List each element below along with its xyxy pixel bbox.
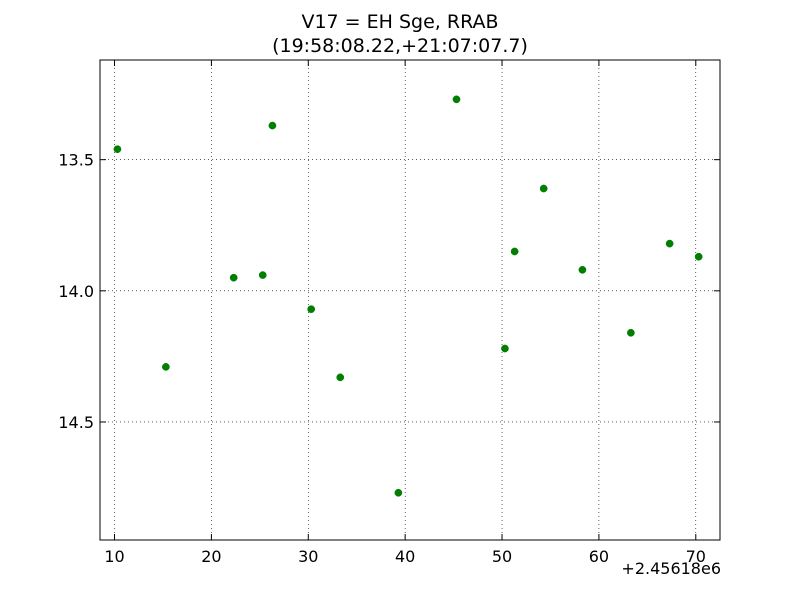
grid-lines: [100, 60, 720, 540]
chart-subtitle: (19:58:08.22,+21:07:07.7): [272, 35, 528, 57]
data-point: [113, 145, 122, 154]
data-point: [394, 488, 403, 497]
y-tick-label: 14.5: [58, 413, 94, 432]
x-tick-label: 30: [298, 547, 318, 566]
plot-area: [100, 60, 720, 540]
data-point: [510, 247, 519, 256]
x-tick-label: 70: [686, 547, 706, 566]
data-point: [694, 252, 703, 261]
x-tick-label: 10: [104, 547, 124, 566]
data-point: [229, 273, 238, 282]
data-point: [665, 239, 674, 248]
x-tick-labels: 10 20 30 40 50 60 70: [104, 547, 706, 566]
data-point: [268, 121, 277, 130]
x-tick-label: 60: [589, 547, 609, 566]
y-tick-labels: 13.5 14.0 14.5: [58, 151, 94, 432]
data-point: [539, 184, 548, 193]
x-tick-label: 50: [492, 547, 512, 566]
data-point: [452, 95, 461, 104]
data-point: [307, 305, 316, 314]
x-tick-label: 20: [201, 547, 221, 566]
axis-ticks: [100, 60, 720, 540]
x-tick-label: 40: [395, 547, 415, 566]
data-point: [258, 271, 267, 279]
data-point: [501, 344, 509, 353]
x-axis-offset-label: +2.45618e6: [621, 559, 721, 578]
data-point: [627, 328, 635, 337]
data-points: [113, 95, 703, 497]
y-tick-label: 14.0: [58, 282, 94, 301]
data-point: [578, 265, 587, 274]
plot-frame: [99, 59, 721, 541]
data-point: [336, 373, 345, 382]
y-tick-label: 13.5: [58, 151, 94, 170]
chart-title: V17 = EH Sge, RRAB: [301, 11, 499, 33]
data-point: [162, 363, 170, 371]
